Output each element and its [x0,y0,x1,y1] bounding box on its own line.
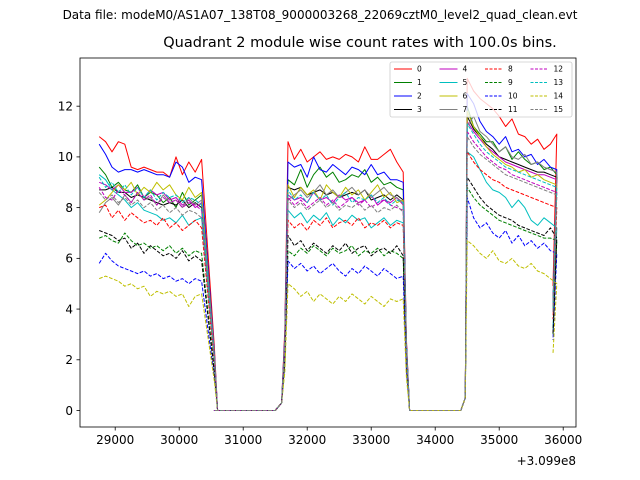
series-line-1 [98,105,558,411]
y-tick-label: 12 [58,99,73,113]
legend-frame [389,61,573,118]
x-tick-label: 33000 [352,433,390,447]
legend-label-1: 1 [417,78,422,87]
series-line-15 [98,136,558,411]
legend-label-7: 7 [463,105,468,114]
y-tick-label: 8 [65,201,73,215]
series-line-3 [99,115,558,411]
series-line-14 [99,240,558,411]
x-tick-label: 35000 [480,433,518,447]
series-line-12 [98,131,558,411]
series-line-13 [98,123,558,411]
legend-label-6: 6 [463,92,468,101]
axes-frame [79,57,577,428]
series-line-7 [98,115,558,411]
legend-label-4: 4 [463,65,468,74]
series-line-10 [98,197,558,411]
series-line-0 [98,77,558,411]
legend-label-0: 0 [417,65,422,74]
figure-suptitle: Data file: modeM0/AS1A07_138T08_90000032… [62,8,578,22]
legend-label-15: 15 [554,105,564,114]
x-tick-label: 31000 [224,433,262,447]
y-tick-label: 4 [65,302,73,316]
x-offset-label: +3.099e8 [517,454,576,468]
series-line-11 [99,176,558,411]
series-line-5 [98,151,558,411]
series-line-6 [98,110,558,411]
x-tick-label: 36000 [544,433,582,447]
legend-label-12: 12 [554,65,564,74]
series-line-2 [98,93,558,411]
x-tick-label: 29000 [96,433,134,447]
series-line-9 [99,186,558,411]
legend-label-11: 11 [508,105,518,114]
legend-label-9: 9 [508,78,513,87]
y-tick-label: 6 [65,252,73,266]
legend-label-14: 14 [554,92,564,101]
legend-label-13: 13 [554,78,564,87]
x-tick-label: 32000 [288,433,326,447]
y-tick-label: 10 [58,150,73,164]
legend-label-10: 10 [508,92,518,101]
y-tick-label: 0 [65,404,73,418]
x-tick-label: 30000 [160,433,198,447]
series-line-8 [99,151,558,411]
x-tick-label: 34000 [416,433,454,447]
axes: 29000 30000 31000 32000 33000 34000 35000 36000… [58,57,582,468]
series-line-4 [99,120,558,411]
legend-label-8: 8 [508,65,513,74]
chart-title: Quadrant 2 module wise count rates with … [163,35,557,51]
legend-label-3: 3 [417,105,422,114]
y-tick-label: 2 [65,353,73,367]
legend-label-2: 2 [417,92,422,101]
plot-area [98,77,558,411]
legend-label-5: 5 [463,78,468,87]
